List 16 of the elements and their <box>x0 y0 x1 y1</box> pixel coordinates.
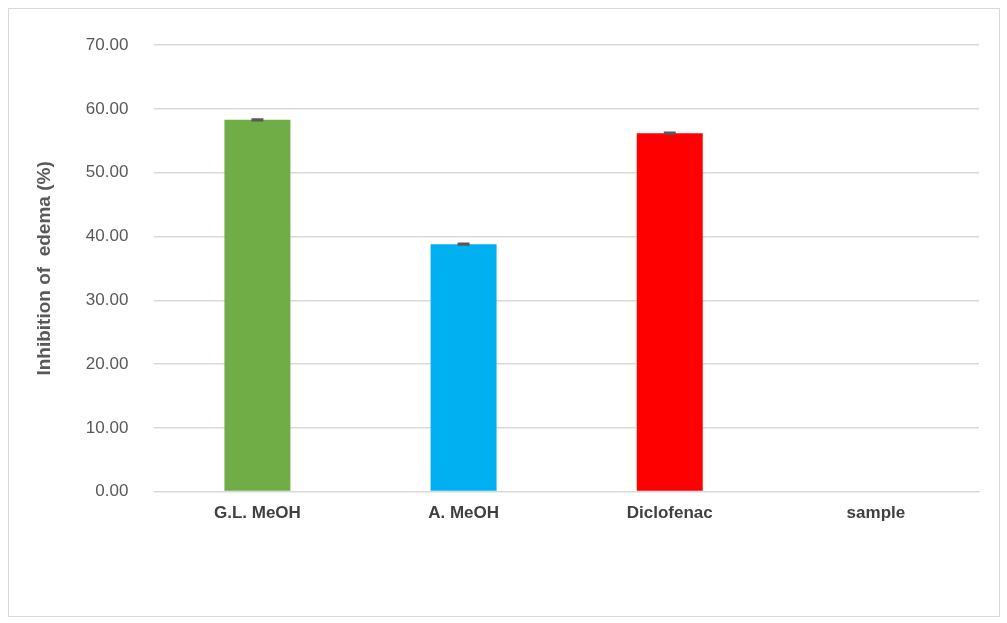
x-tick-label: sample <box>846 503 906 523</box>
x-tick-label: G.L. MeOH <box>213 503 301 523</box>
x-tick-label: A. MeOH <box>428 503 500 523</box>
bar <box>430 244 497 491</box>
y-tick-label: 0.00 <box>95 481 129 501</box>
bar <box>636 133 703 491</box>
y-tick-label: 30.00 <box>85 289 129 309</box>
y-tick-label: 10.00 <box>85 417 129 437</box>
y-tick-label: 20.00 <box>85 353 129 373</box>
x-tick-label: Diclofenac <box>626 503 713 523</box>
y-tick-label: 70.00 <box>85 34 129 54</box>
y-tick-label: 40.00 <box>85 226 129 246</box>
bar <box>224 119 291 491</box>
y-tick-label: 50.00 <box>85 162 129 182</box>
y-tick-label: 60.00 <box>85 98 129 118</box>
y-axis-title: Inhibition of edema (%) <box>32 161 54 376</box>
